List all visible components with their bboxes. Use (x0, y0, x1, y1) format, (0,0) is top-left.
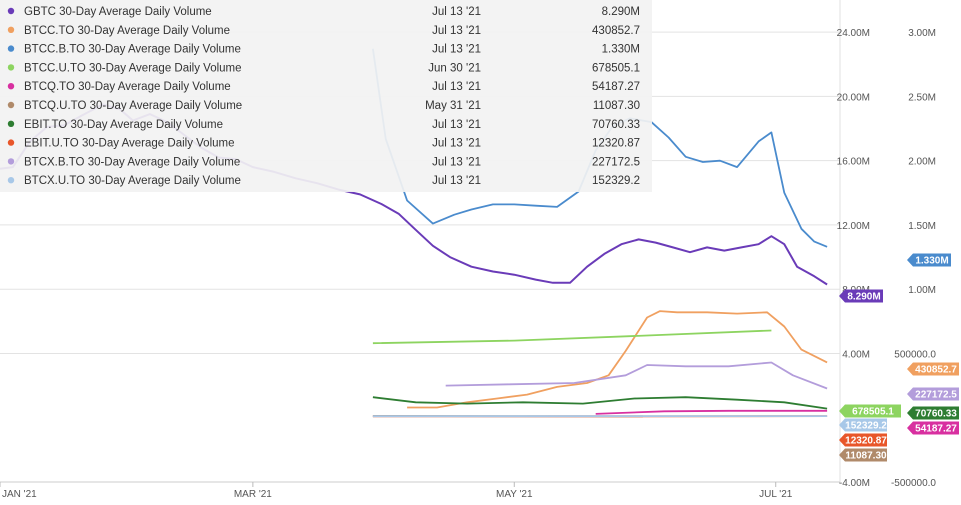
value-badge-label: 54187.27 (915, 424, 957, 435)
legend-series-name: BTCX.B.TO 30-Day Average Daily Volume (24, 156, 240, 168)
legend-series-date: Jul 13 '21 (432, 6, 481, 18)
value-badge-label: 12320.87 (845, 436, 887, 447)
legend-series-value: 8.290M (602, 6, 640, 18)
legend-series-date: Jun 30 '21 (428, 62, 481, 74)
y-right-tick-label: 2.00M (908, 157, 936, 168)
value-badge-label: 678505.1 (852, 407, 894, 418)
legend-series-value: 70760.33 (592, 119, 640, 131)
legend-series-name: EBIT.TO 30-Day Average Daily Volume (24, 119, 223, 131)
series-line (407, 311, 827, 407)
legend-series-date: Jul 13 '21 (432, 44, 481, 56)
legend-series-date: Jul 13 '21 (432, 156, 481, 168)
legend-series-value: 11087.30 (593, 100, 640, 112)
legend-series-date: Jul 13 '21 (432, 81, 481, 93)
legend-series-date: Jul 13 '21 (432, 119, 481, 131)
value-badge-label: 430852.7 (915, 365, 957, 376)
legend-series-name: BTCC.TO 30-Day Average Daily Volume (24, 25, 230, 37)
y-right-tick-label: 2.50M (908, 92, 936, 103)
legend-marker (8, 102, 14, 108)
legend-series-date: Jul 13 '21 (432, 25, 481, 37)
legend-series-value: 152329.2 (592, 175, 640, 187)
legend-series-date: Jul 13 '21 (432, 175, 481, 187)
legend-series-value: 12320.87 (592, 138, 640, 150)
legend-series-name: BTCQ.TO 30-Day Average Daily Volume (24, 81, 231, 93)
y-left-tick-label: 24.00M (837, 28, 870, 39)
value-badge-label: 152329.2 (845, 421, 887, 432)
legend-series-name: BTCQ.U.TO 30-Day Average Daily Volume (24, 100, 242, 112)
y-left-tick-label: 20.00M (837, 92, 870, 103)
legend-marker (8, 177, 14, 183)
legend-marker (8, 121, 14, 127)
y-left-tick-label: 12.00M (837, 221, 870, 232)
x-tick-label: MAR '21 (234, 489, 272, 500)
legend-series-value: 54187.27 (592, 81, 640, 93)
legend-marker (8, 27, 14, 33)
value-badge-label: 70760.33 (915, 409, 957, 420)
legend-marker (8, 45, 14, 51)
legend-series-value: 227172.5 (592, 156, 640, 168)
legend-marker (8, 64, 14, 70)
legend-series-name: EBIT.U.TO 30-Day Average Daily Volume (24, 138, 235, 150)
series-line (373, 331, 772, 344)
legend-series-name: BTCC.U.TO 30-Day Average Daily Volume (24, 62, 242, 74)
y-left-tick-label: -4.00M (839, 478, 870, 489)
legend-marker (8, 8, 14, 14)
legend-series-value: 678505.1 (592, 62, 640, 74)
y-right-tick-label: 1.50M (908, 221, 936, 232)
y-left-tick-label: 16.00M (837, 157, 870, 168)
value-badge-label: 1.330M (915, 256, 948, 267)
value-badge-label: 227172.5 (915, 390, 957, 401)
y-left-tick-label: 4.00M (842, 349, 870, 360)
legend-series-date: May 31 '21 (425, 100, 481, 112)
y-right-tick-label: -500000.0 (891, 478, 936, 489)
legend-marker (8, 139, 14, 145)
x-tick-label: MAY '21 (496, 489, 533, 500)
legend-series-value: 1.330M (602, 44, 640, 56)
value-badge-label: 11087.30 (845, 451, 887, 462)
y-right-tick-label: 1.00M (908, 285, 936, 296)
legend-series-value: 430852.7 (592, 25, 640, 37)
x-tick-label: JUL '21 (759, 489, 793, 500)
legend-series-date: Jul 13 '21 (432, 138, 481, 150)
legend-series-name: GBTC 30-Day Average Daily Volume (24, 6, 212, 18)
legend-marker (8, 83, 14, 89)
x-tick-label: JAN '21 (2, 489, 37, 500)
legend-series-name: BTCX.U.TO 30-Day Average Daily Volume (24, 175, 241, 187)
y-right-tick-label: 500000.0 (894, 349, 936, 360)
legend: GBTC 30-Day Average Daily Volume Jul 13 '… (0, 0, 652, 192)
legend-series-name: BTCC.B.TO 30-Day Average Daily Volume (24, 44, 241, 56)
value-badge-label: 8.290M (847, 292, 880, 303)
legend-marker (8, 158, 14, 164)
y-right-tick-label: 3.00M (908, 28, 936, 39)
series-line (596, 411, 827, 414)
series-line (446, 363, 827, 389)
